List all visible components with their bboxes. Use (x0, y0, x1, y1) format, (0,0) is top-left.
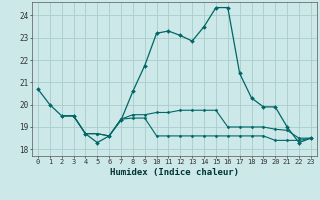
X-axis label: Humidex (Indice chaleur): Humidex (Indice chaleur) (110, 168, 239, 177)
